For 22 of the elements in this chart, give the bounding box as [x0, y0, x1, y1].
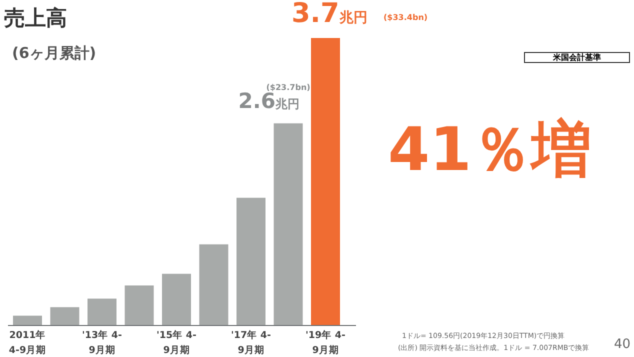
text: 40 [614, 337, 631, 352]
bar [88, 298, 116, 325]
x-tick-label: '19年 4-9月期 [306, 329, 346, 357]
text: (6ヶ月累計) [12, 44, 96, 63]
x-tick-label: '17年 4-9月期 [231, 329, 271, 357]
bar [124, 285, 154, 325]
bar [13, 316, 42, 325]
text: ($33.4bn) [384, 13, 428, 22]
data-label: 3.7兆円 [292, 0, 368, 29]
text: 41％増 [388, 114, 592, 187]
annotation: ($23.7bn) [266, 83, 310, 92]
chart-title: 売上高 [4, 5, 67, 32]
bar [162, 274, 191, 325]
bar [50, 307, 80, 325]
bar [236, 198, 266, 325]
text: 米国会計基準 [524, 52, 630, 63]
bar [311, 38, 340, 325]
x-tick-label: 2011年 4-9月期 [8, 329, 48, 357]
x-tick-label: '15年 4-9月期 [156, 329, 196, 357]
x-tick-label: '13年 4-9月期 [82, 329, 122, 357]
bar [199, 244, 228, 325]
bar [274, 123, 303, 325]
